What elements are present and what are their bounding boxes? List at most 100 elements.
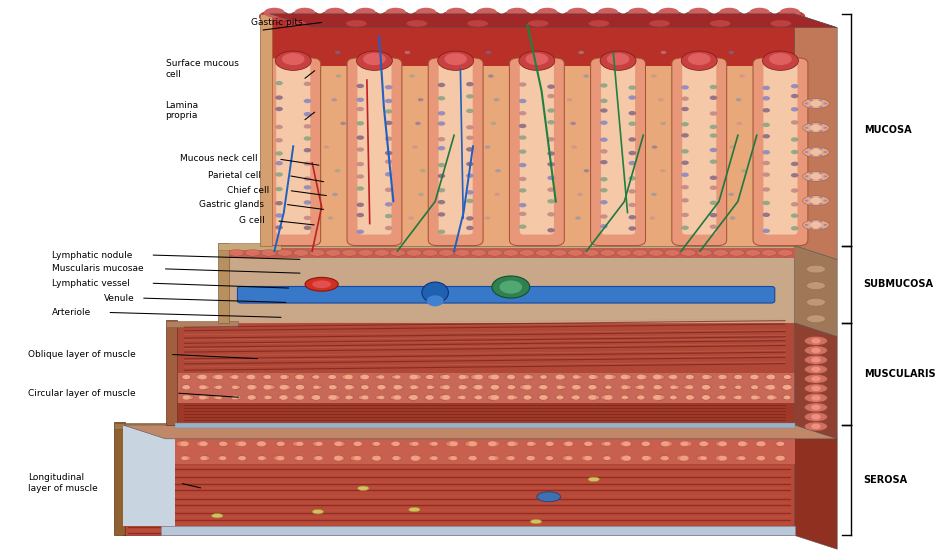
Circle shape <box>681 107 689 112</box>
Circle shape <box>180 441 189 447</box>
FancyBboxPatch shape <box>237 286 775 303</box>
Circle shape <box>566 456 572 460</box>
Circle shape <box>182 457 187 460</box>
Circle shape <box>442 395 450 400</box>
Circle shape <box>604 395 613 400</box>
Ellipse shape <box>505 456 514 460</box>
Ellipse shape <box>600 250 615 256</box>
Ellipse shape <box>732 395 741 400</box>
Ellipse shape <box>714 10 745 23</box>
Ellipse shape <box>278 395 288 400</box>
Text: MUSCULARIS: MUSCULARIS <box>864 369 936 379</box>
Ellipse shape <box>654 10 684 23</box>
Circle shape <box>809 203 813 205</box>
Ellipse shape <box>733 375 743 379</box>
Circle shape <box>681 173 689 177</box>
Circle shape <box>304 82 311 86</box>
Circle shape <box>809 172 813 174</box>
Ellipse shape <box>342 374 351 380</box>
Ellipse shape <box>572 385 582 390</box>
Circle shape <box>751 395 758 400</box>
Circle shape <box>547 228 554 232</box>
Circle shape <box>357 203 364 207</box>
Circle shape <box>719 395 726 400</box>
Ellipse shape <box>392 455 401 461</box>
Ellipse shape <box>412 374 422 380</box>
Ellipse shape <box>358 250 373 256</box>
Ellipse shape <box>526 375 534 379</box>
Circle shape <box>547 176 554 180</box>
Circle shape <box>809 147 813 150</box>
Ellipse shape <box>233 395 241 400</box>
Circle shape <box>459 375 466 379</box>
Ellipse shape <box>503 250 518 256</box>
Circle shape <box>791 94 798 98</box>
Circle shape <box>200 442 208 446</box>
Ellipse shape <box>719 375 727 379</box>
Circle shape <box>738 442 746 446</box>
Ellipse shape <box>535 250 551 256</box>
Ellipse shape <box>196 374 206 380</box>
Circle shape <box>604 442 611 446</box>
Circle shape <box>264 385 272 390</box>
Ellipse shape <box>490 455 499 461</box>
Circle shape <box>357 213 364 217</box>
Circle shape <box>392 442 400 446</box>
Circle shape <box>762 201 770 205</box>
Circle shape <box>628 203 636 207</box>
Circle shape <box>762 123 770 127</box>
Circle shape <box>804 151 808 153</box>
Ellipse shape <box>588 385 598 390</box>
Ellipse shape <box>716 441 727 447</box>
Ellipse shape <box>603 456 611 460</box>
Circle shape <box>491 395 499 400</box>
Circle shape <box>304 216 311 220</box>
Circle shape <box>686 385 693 389</box>
Circle shape <box>547 120 554 124</box>
Circle shape <box>729 145 735 148</box>
Ellipse shape <box>509 441 519 447</box>
Ellipse shape <box>376 395 383 400</box>
Ellipse shape <box>311 375 319 379</box>
Ellipse shape <box>265 395 272 400</box>
Ellipse shape <box>753 395 762 400</box>
Circle shape <box>710 85 717 89</box>
Circle shape <box>818 196 823 198</box>
Circle shape <box>823 175 827 177</box>
Ellipse shape <box>776 441 785 447</box>
Ellipse shape <box>780 8 800 18</box>
Circle shape <box>818 99 823 101</box>
Ellipse shape <box>696 456 706 460</box>
FancyBboxPatch shape <box>166 321 238 327</box>
Ellipse shape <box>632 250 647 256</box>
Circle shape <box>680 455 689 461</box>
Ellipse shape <box>588 477 600 481</box>
Circle shape <box>791 173 798 178</box>
Circle shape <box>431 442 438 446</box>
Ellipse shape <box>294 8 315 18</box>
Circle shape <box>232 395 238 400</box>
Ellipse shape <box>445 53 467 65</box>
Circle shape <box>474 375 482 379</box>
Ellipse shape <box>623 10 654 23</box>
Circle shape <box>475 395 482 400</box>
Circle shape <box>628 215 636 220</box>
Circle shape <box>571 145 577 148</box>
Ellipse shape <box>659 455 669 461</box>
Ellipse shape <box>277 250 292 256</box>
Circle shape <box>621 375 629 379</box>
Circle shape <box>600 83 607 88</box>
FancyBboxPatch shape <box>439 63 473 235</box>
Circle shape <box>572 395 580 400</box>
Circle shape <box>518 212 526 216</box>
Circle shape <box>670 375 677 379</box>
Ellipse shape <box>804 394 827 402</box>
Circle shape <box>719 442 727 446</box>
Circle shape <box>555 375 564 379</box>
Circle shape <box>547 199 554 204</box>
Ellipse shape <box>715 455 727 461</box>
Ellipse shape <box>293 250 308 256</box>
Text: Lymphatic vessel: Lymphatic vessel <box>52 279 130 288</box>
Circle shape <box>680 442 689 446</box>
Ellipse shape <box>197 441 207 447</box>
